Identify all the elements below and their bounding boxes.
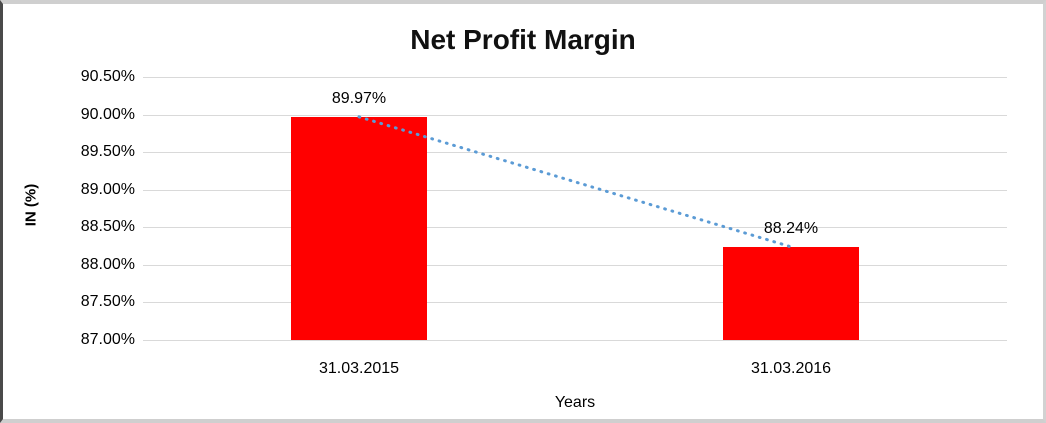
- gridline: [143, 302, 1007, 304]
- y-tick-label: 90.50%: [80, 68, 135, 85]
- y-tick-label: 88.50%: [80, 218, 135, 236]
- gridline: [143, 114, 1007, 116]
- y-axis-title: IN (%): [22, 183, 40, 227]
- gridline: [143, 77, 1007, 78]
- y-tick-label: 87.50%: [80, 293, 135, 311]
- bar-value-label: 89.97%: [331, 89, 387, 107]
- plot-area: [143, 77, 1007, 340]
- gridline: [143, 340, 1007, 341]
- y-tick-label: 89.50%: [80, 143, 135, 161]
- y-tick-label: 87.00%: [80, 331, 135, 348]
- bar: [723, 246, 859, 340]
- bar-value-label: 88.24%: [763, 219, 819, 237]
- y-tick-label: 90.00%: [80, 105, 135, 123]
- gridline: [143, 152, 1007, 154]
- y-tick-label: 89.00%: [80, 180, 135, 198]
- gridline: [143, 189, 1007, 191]
- y-tick-label: 88.00%: [80, 255, 135, 273]
- chart-title: Net Profit Margin: [410, 24, 636, 55]
- gridline: [143, 227, 1007, 229]
- x-tick-label: 31.03.2016: [750, 360, 832, 377]
- x-tick-label: 31.03.2015: [318, 360, 400, 377]
- gridline: [143, 264, 1007, 266]
- bar: [291, 116, 427, 340]
- x-axis-title: Years: [554, 394, 596, 411]
